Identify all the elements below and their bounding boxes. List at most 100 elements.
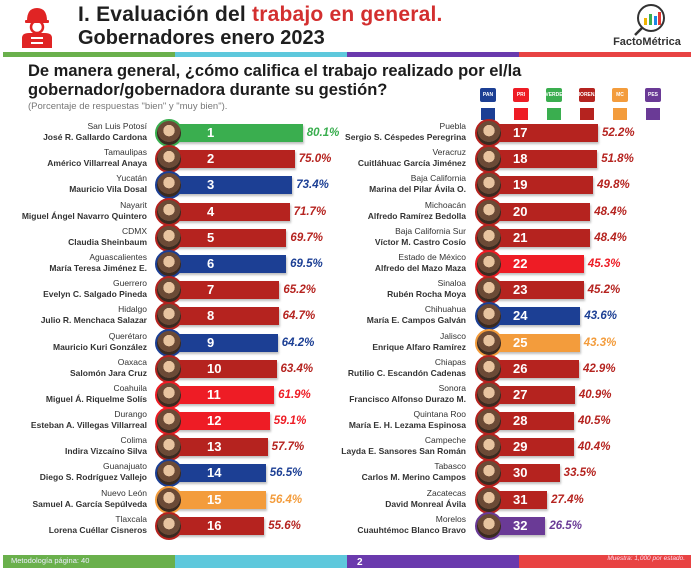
governor-name: María E. H. Lezama Espinosa <box>348 420 466 431</box>
governor-photo <box>155 511 183 540</box>
governor-photo <box>155 276 183 305</box>
rank-number: 9 <box>207 334 215 350</box>
survey-question: De manera general, ¿cómo califica el tra… <box>28 62 522 99</box>
state-name: Sinaloa <box>437 278 466 289</box>
state-name: Aguascalientes <box>89 251 147 262</box>
ranking-row: Jalisco Enrique Alfaro Ramírez 25 43.3% <box>345 328 691 357</box>
value-bar: 17 <box>489 124 598 142</box>
legend-item-verde: VERDE <box>545 88 563 120</box>
rank-number: 3 <box>207 177 215 193</box>
legend-item-pes: PES <box>645 88 661 120</box>
value-label: 55.6% <box>268 519 301 532</box>
ranking-row: Sonora Francisco Alfonso Durazo M. 27 40.9% <box>345 380 691 409</box>
governor-label: Tabasco Carlos M. Merino Campos <box>362 461 466 483</box>
value-label: 63.4% <box>280 362 314 375</box>
legend-item-pan: PAN <box>480 88 496 120</box>
state-name: Jalisco <box>440 330 466 341</box>
value-bar: 31 <box>489 490 548 509</box>
footer-red: Muestra: 1,000 por estado. <box>519 555 691 568</box>
party-legend: PAN PRI VERDE MORENA MC PES <box>480 88 661 120</box>
footer-green: Metodología página: 40 <box>3 555 175 568</box>
state-name: Chiapas <box>434 356 466 367</box>
ranking-row: Chiapas Rutilio C. Escandón Cadenas 26 42.9… <box>345 354 691 383</box>
governor-label: Guerrero Evelyn C. Salgado Pineda <box>43 278 147 300</box>
governor-label: Coahuila Miguel Á. Riquelme Solís <box>46 383 147 405</box>
rank-number: 26 <box>513 360 528 376</box>
governor-name: Alfredo Ramírez Bedolla <box>367 210 466 221</box>
page-title: I. Evaluación del trabajo en general. <box>78 3 443 27</box>
governor-photo <box>155 197 183 226</box>
legend-swatch <box>481 108 495 120</box>
rank-number: 6 <box>207 255 215 271</box>
state-name: Baja California Sur <box>395 225 466 236</box>
value-label: 57.7% <box>271 441 305 454</box>
ranking-row: Nayarit Miguel Ángel Navarro Quintero 4 71.… <box>0 197 345 226</box>
value-bar: 7 <box>169 281 280 300</box>
title-prefix: I. Evaluación del <box>78 3 252 26</box>
value-bar: 15 <box>169 490 266 509</box>
state-name: San Luis Potosí <box>87 121 147 131</box>
governor-label: Nayarit Miguel Ángel Navarro Quintero <box>22 200 147 222</box>
factometrica-logo: FactoMétrica <box>607 3 687 51</box>
rank-number: 17 <box>513 125 528 140</box>
governor-label: Colima Indira Vizcaíno Silva <box>65 435 147 457</box>
governor-photo <box>475 459 503 488</box>
value-label: 75.0% <box>298 153 332 166</box>
legend-swatch <box>547 108 561 120</box>
rank-number: 16 <box>207 517 222 533</box>
value-label: 71.7% <box>293 205 327 218</box>
footer-purple: 2 <box>347 555 519 568</box>
governor-photo <box>155 171 183 200</box>
ranking-row: Quintana Roo María E. H. Lezama Espinosa 2… <box>345 407 691 436</box>
title-accent: trabajo en general. <box>252 3 443 26</box>
legend-swatch <box>613 108 627 120</box>
rank-number: 1 <box>207 125 215 140</box>
governor-photo <box>155 407 183 436</box>
state-name: Sonora <box>438 382 466 393</box>
rank-number: 28 <box>513 413 528 429</box>
governor-name: Víctor M. Castro Cosío <box>374 236 466 247</box>
legend-item-morena: MORENA <box>576 88 598 120</box>
governor-photo <box>155 328 183 357</box>
governor-name: Cuauhtémoc Blanco Bravo <box>357 524 466 535</box>
footer-cyan <box>175 555 347 568</box>
value-label: 64.7% <box>282 310 316 323</box>
governor-label: Oaxaca Salomón Jara Cruz <box>70 357 147 379</box>
governor-label: Morelos Cuauhtémoc Blanco Bravo <box>357 514 466 536</box>
governor-photo <box>475 354 503 383</box>
governor-name: Mauricio Vila Dosal <box>69 184 147 195</box>
governor-name: Cuitláhuac García Jiménez <box>357 158 466 169</box>
sample-note: Muestra: 1,000 por estado. <box>607 555 685 562</box>
state-name: Baja California <box>410 173 466 184</box>
state-name: Oaxaca <box>117 356 147 367</box>
rank-number: 12 <box>207 413 222 429</box>
governor-photo <box>155 302 183 331</box>
ranking-row: Veracruz Cuitláhuac García Jiménez 18 51.8% <box>345 145 691 174</box>
governor-name: Carlos M. Merino Campos <box>361 472 466 483</box>
governor-photo <box>475 328 503 357</box>
value-bar: 10 <box>169 359 277 378</box>
governor-label: Quintana Roo María E. H. Lezama Espinosa <box>349 409 466 431</box>
ranking-row: Guerrero Evelyn C. Salgado Pineda 7 65.2% <box>0 276 345 305</box>
ranking-row: Morelos Cuauhtémoc Blanco Bravo 32 26.5% <box>345 511 691 540</box>
ranking-row: Baja California Sur Víctor M. Castro Cosí… <box>345 223 691 252</box>
governor-name: Mauricio Kuri González <box>53 341 147 352</box>
governor-name: María Teresa Jiménez E. <box>49 262 147 273</box>
governor-label: Guanajuato Diego S. Rodríguez Vallejo <box>40 461 147 483</box>
governor-photo <box>475 302 503 331</box>
ranking-row: Tabasco Carlos M. Merino Campos 30 33.5% <box>345 459 691 488</box>
value-label: 43.3% <box>583 336 617 349</box>
governor-label: Nuevo León Samuel A. García Sepúlveda <box>33 488 147 510</box>
rank-number: 23 <box>513 282 528 298</box>
governor-photo <box>475 511 503 540</box>
value-bar: 12 <box>169 412 270 431</box>
value-bar: 4 <box>169 202 290 221</box>
rank-number: 30 <box>513 465 528 481</box>
value-bar: 18 <box>489 150 598 169</box>
value-label: 40.4% <box>577 441 611 454</box>
ranking-row: Tamaulipas Américo Villarreal Anaya 2 75.0% <box>0 145 345 174</box>
worker-helmet-icon <box>22 8 52 48</box>
legend-swatch <box>514 108 528 120</box>
ranking-row: Yucatán Mauricio Vila Dosal 3 73.4% <box>0 171 345 200</box>
ranking-row: Tlaxcala Lorena Cuéllar Cisneros 16 55.6% <box>0 511 345 540</box>
